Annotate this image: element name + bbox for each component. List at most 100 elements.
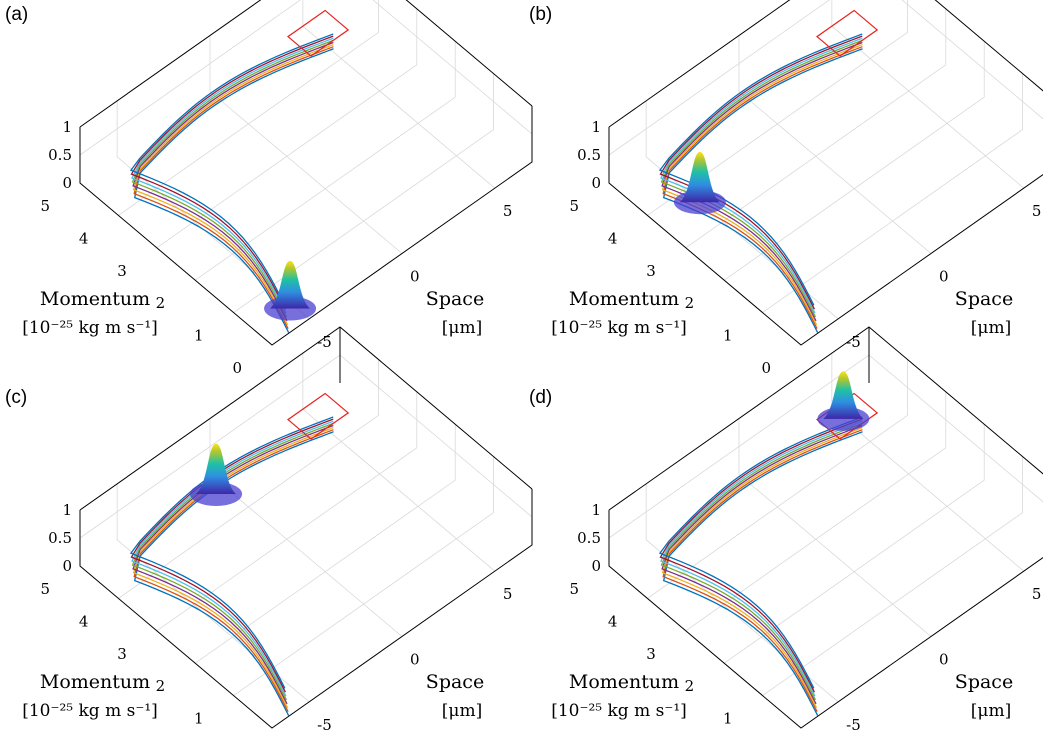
- trajectory-line: [130, 418, 334, 693]
- x-tick-label: 4: [608, 229, 618, 247]
- trajectory-line: [133, 431, 334, 716]
- x-tick-label: 5: [40, 197, 50, 215]
- trajectory-line: [660, 422, 863, 701]
- x-axis-label: Momentum: [40, 671, 150, 693]
- axis-box-front: [608, 510, 1043, 729]
- grid-line: [156, 8, 418, 249]
- trajectory-line: [659, 35, 863, 310]
- z-tick-label: 1: [62, 118, 72, 136]
- panel-label: (c): [5, 387, 27, 408]
- grid-line: [79, 354, 533, 539]
- trajectory-line: [132, 426, 334, 709]
- trajectory-line: [131, 420, 334, 697]
- x-tick-label: 3: [646, 262, 656, 280]
- trajectory-line: [658, 416, 863, 689]
- y-tick-label: 0: [410, 651, 420, 669]
- grid-line: [831, 0, 1025, 189]
- trajectory-line: [131, 39, 334, 318]
- grid-line: [723, 41, 985, 281]
- y-axis-unit: [μm]: [442, 318, 482, 338]
- y-axis-label: Space: [426, 671, 484, 693]
- x-tick-label: 0: [761, 359, 771, 377]
- x-tick-label: 4: [608, 612, 618, 630]
- grid-line: [685, 391, 947, 632]
- trajectory-line: [131, 37, 334, 314]
- y-axis-unit: [μm]: [971, 318, 1011, 338]
- trajectory-line: [133, 48, 334, 333]
- x-tick-label: 3: [117, 262, 127, 280]
- trajectory-line: [129, 416, 334, 689]
- x-tick-label: 2: [156, 677, 166, 695]
- y-tick-label: 0: [939, 268, 949, 286]
- roi-box: [816, 9, 879, 57]
- trajectory-line: [130, 35, 334, 310]
- grid-line: [723, 424, 985, 664]
- grid-line: [762, 73, 1024, 313]
- x-tick-label: 5: [40, 580, 50, 598]
- trajectory-line: [662, 48, 863, 333]
- x-tick-label: 2: [685, 677, 695, 695]
- trajectory-line: [132, 424, 334, 705]
- grid-line: [194, 424, 456, 664]
- x-tick-label: 5: [569, 580, 579, 598]
- x-axis-unit: [10⁻²⁵ kg m s⁻¹]: [22, 701, 158, 721]
- grid-line: [118, 359, 379, 599]
- y-axis-label: Space: [955, 288, 1013, 310]
- z-tick-label: 0: [62, 174, 72, 192]
- y-tick-label: 5: [1032, 585, 1042, 603]
- z-tick-label: 0: [591, 174, 601, 192]
- panel-label: (b): [529, 4, 552, 25]
- y-tick-label: 0: [939, 651, 949, 669]
- x-tick-label: 4: [79, 612, 89, 630]
- grid-line: [645, 100, 839, 320]
- axis-box-top: [79, 326, 533, 511]
- trajectory-line: [662, 46, 863, 329]
- y-tick-label: 5: [503, 585, 513, 603]
- y-tick-label: 5: [503, 202, 513, 220]
- axis-box-top: [79, 0, 533, 128]
- wavepacket-peak: [270, 260, 311, 309]
- trajectory-line: [132, 43, 334, 326]
- wavepacket-peak: [196, 443, 237, 494]
- x-tick-label: 3: [646, 645, 656, 663]
- z-tick-label: 0.5: [577, 529, 601, 547]
- trajectory-line: [129, 33, 334, 306]
- x-axis-unit: [10⁻²⁵ kg m s⁻¹]: [551, 318, 687, 338]
- grid-line: [233, 456, 495, 696]
- z-tick-label: 1: [62, 501, 72, 519]
- x-axis-label: Momentum: [569, 671, 679, 693]
- z-tick-label: 1: [591, 501, 601, 519]
- grid-line: [302, 353, 496, 572]
- grid-line: [831, 353, 1025, 572]
- grid-line: [79, 0, 533, 156]
- trajectory-line: [658, 33, 863, 306]
- grid-line: [762, 456, 1024, 696]
- grid-line: [209, 35, 403, 254]
- axis-box-front: [79, 106, 533, 346]
- y-tick-label: 5: [1032, 202, 1042, 220]
- y-tick-label: -5: [846, 333, 861, 351]
- trajectory-line: [660, 420, 863, 697]
- z-tick-label: 1: [591, 118, 601, 136]
- trajectory-line: [662, 429, 863, 712]
- y-axis-unit: [μm]: [442, 701, 482, 721]
- trajectory-line: [660, 39, 863, 318]
- grid-line: [118, 0, 379, 216]
- trajectory-line: [662, 431, 863, 716]
- x-axis-unit: [10⁻²⁵ kg m s⁻¹]: [22, 318, 158, 338]
- x-tick-label: 2: [156, 294, 166, 312]
- x-tick-label: 1: [723, 710, 733, 728]
- panel-label: (d): [529, 387, 552, 408]
- x-tick-label: 5: [569, 197, 579, 215]
- axis-box-top: [608, 0, 1043, 128]
- x-tick-label: 0: [232, 359, 242, 377]
- y-axis-label: Space: [955, 671, 1013, 693]
- x-axis-label: Momentum: [40, 288, 150, 310]
- axis-box-front: [608, 127, 1043, 346]
- wavepacket-peak: [823, 371, 864, 419]
- trajectory-line: [659, 418, 863, 693]
- y-tick-label: 0: [410, 268, 420, 286]
- wavepacket-peak: [679, 151, 720, 203]
- z-tick-label: 0: [591, 557, 601, 575]
